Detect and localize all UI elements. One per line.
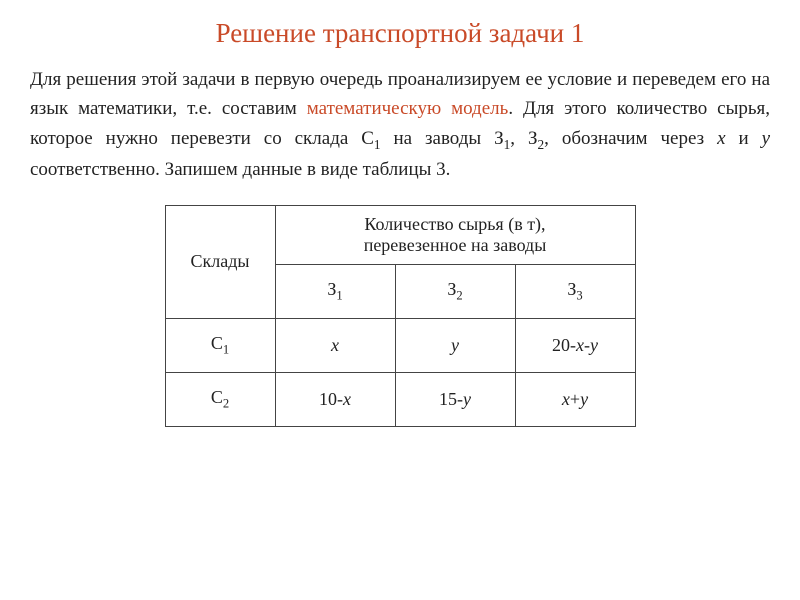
para-var1: x bbox=[717, 128, 725, 149]
row2-label-main: С bbox=[211, 387, 223, 407]
row2-label-sub: 2 bbox=[223, 397, 229, 411]
para-mid4: , обозначим через bbox=[544, 128, 717, 149]
para-mid3: , З bbox=[510, 128, 537, 149]
row1-c1: x bbox=[275, 318, 395, 372]
subheader-c2-sub: 2 bbox=[456, 289, 462, 303]
table-header-row: Склады Количество сырья (в т), перевезен… bbox=[165, 205, 635, 264]
data-table: Склады Количество сырья (в т), перевезен… bbox=[165, 205, 636, 427]
row2-c3: x+y bbox=[515, 372, 635, 426]
para-highlight: математическую модель bbox=[307, 98, 509, 119]
para-post: соответственно. Запишем данные в виде та… bbox=[30, 159, 450, 180]
row1-label: С1 bbox=[165, 318, 275, 372]
subheader-c3: З3 bbox=[515, 264, 635, 318]
subheader-c3-sub: 3 bbox=[576, 289, 582, 303]
page-title: Решение транспортной задачи 1 bbox=[30, 18, 770, 49]
row2-c1: 10-x bbox=[275, 372, 395, 426]
row1-c3: 20-x-y bbox=[515, 318, 635, 372]
table-row: С1 x y 20-x-y bbox=[165, 318, 635, 372]
para-sub1: 1 bbox=[374, 137, 381, 152]
subheader-c3-main: З bbox=[567, 279, 576, 299]
header-col2: Количество сырья (в т), перевезенное на … bbox=[275, 205, 635, 264]
row2-label: С2 bbox=[165, 372, 275, 426]
row1-c2: y bbox=[395, 318, 515, 372]
para-mid2: на заводы З bbox=[381, 128, 504, 149]
table-row: С2 10-x 15-y x+y bbox=[165, 372, 635, 426]
para-var2: y bbox=[762, 128, 770, 149]
subheader-c1-sub: 1 bbox=[336, 289, 342, 303]
row1-label-sub: 1 bbox=[223, 343, 229, 357]
header-col2-line1: Количество сырья (в т), bbox=[364, 214, 545, 234]
subheader-c2-main: З bbox=[447, 279, 456, 299]
row1-label-main: С bbox=[211, 333, 223, 353]
para-mid5: и bbox=[726, 128, 762, 149]
subheader-c2: З2 bbox=[395, 264, 515, 318]
header-col2-line2: перевезенное на заводы bbox=[364, 235, 547, 255]
row2-c2: 15-y bbox=[395, 372, 515, 426]
subheader-c1: З1 bbox=[275, 264, 395, 318]
header-col1: Склады bbox=[165, 205, 275, 318]
intro-paragraph: Для решения этой задачи в первую очередь… bbox=[30, 65, 770, 185]
subheader-c1-main: З bbox=[327, 279, 336, 299]
